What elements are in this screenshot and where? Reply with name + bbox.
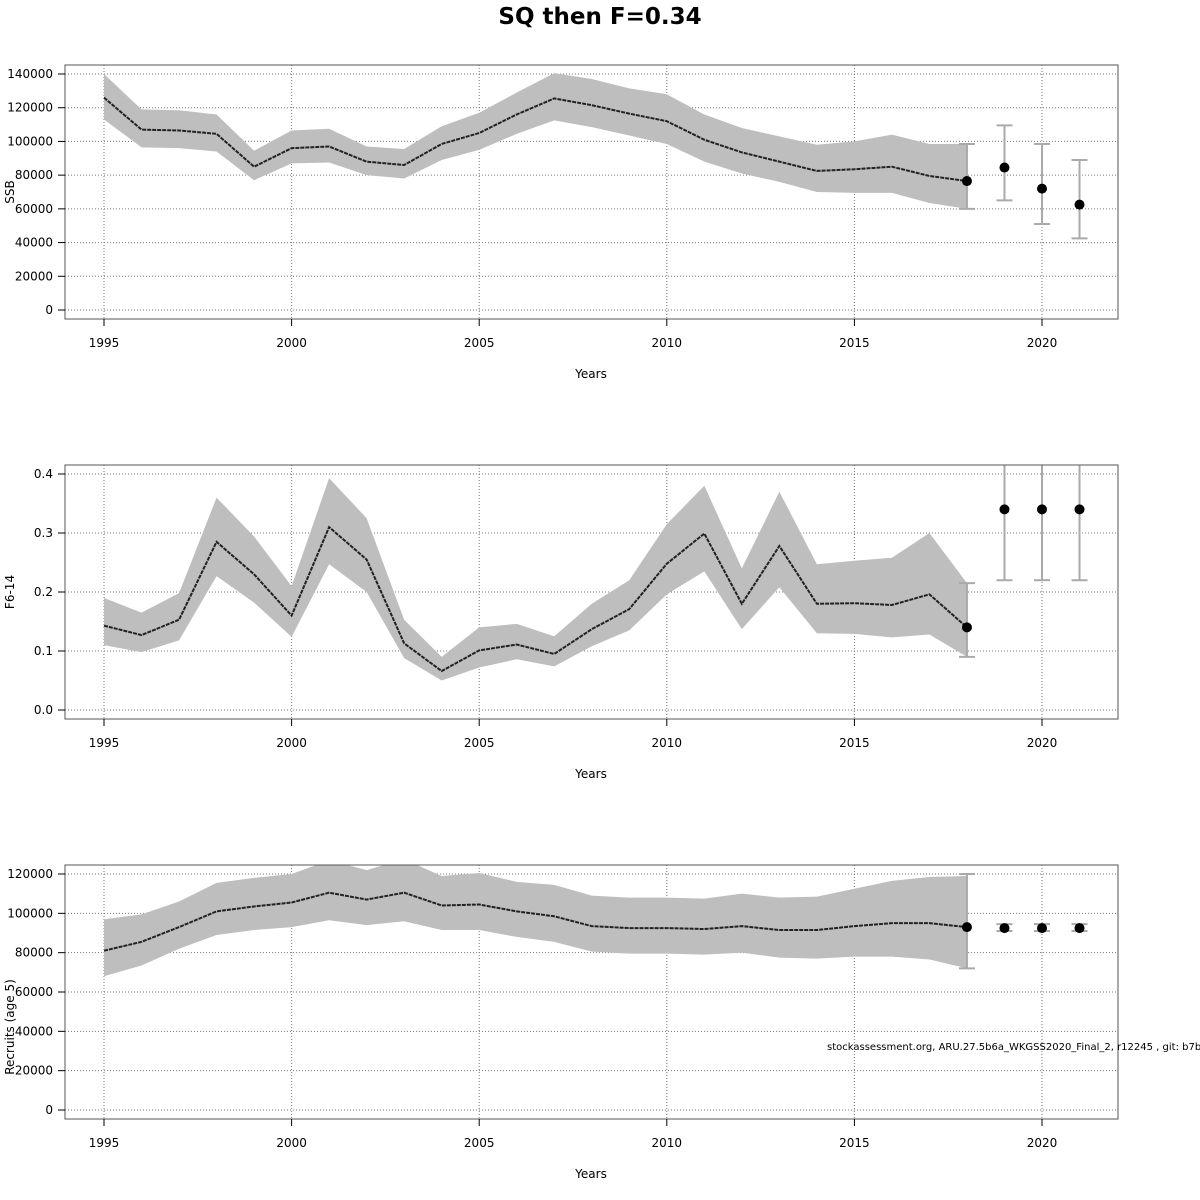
y-tick-label: 20000 <box>15 1064 53 1078</box>
confidence-band <box>104 73 967 209</box>
forecast-point <box>999 923 1010 934</box>
x-tick-label: 2005 <box>464 1136 495 1150</box>
y-tick-label: 100000 <box>7 134 53 148</box>
forecast-point <box>1074 504 1085 515</box>
y-tick-label: 60000 <box>15 985 53 999</box>
y-tick-label: 40000 <box>15 236 53 250</box>
y-tick-label: 40000 <box>15 1024 53 1038</box>
y-tick-label: 80000 <box>15 946 53 960</box>
x-tick-label: 2020 <box>1027 1136 1058 1150</box>
y-tick-label: 0.4 <box>34 467 53 481</box>
x-axis-label: Years <box>574 367 607 381</box>
x-tick-label: 2010 <box>652 336 683 350</box>
y-tick-label: 100000 <box>7 906 53 920</box>
forecast-point <box>999 162 1010 173</box>
y-tick-label: 0 <box>45 1103 53 1117</box>
y-tick-label: 120000 <box>7 867 53 881</box>
forecast-point <box>1074 199 1085 210</box>
y-tick-label: 60000 <box>15 202 53 216</box>
confidence-band <box>104 865 967 977</box>
x-tick-label: 2000 <box>276 336 307 350</box>
x-axis-label: Years <box>574 767 607 781</box>
forecast-point <box>961 922 972 933</box>
x-tick-label: 2015 <box>839 1136 870 1150</box>
x-tick-label: 2010 <box>652 736 683 750</box>
x-tick-label: 2010 <box>652 1136 683 1150</box>
x-tick-label: 2005 <box>464 736 495 750</box>
x-tick-label: 1995 <box>89 336 120 350</box>
y-tick-label: 0.1 <box>34 644 53 658</box>
panel-1: 1995 2000 2005 2010 2015 2020 0 20000 40000 60000… <box>3 64 1119 381</box>
x-tick-label: 2020 <box>1027 336 1058 350</box>
y-axis-label: F6-14 <box>3 575 17 609</box>
estimate-line <box>103 96 968 183</box>
estimate-line <box>103 525 968 673</box>
chart-title: SQ then F=0.34 <box>498 4 701 30</box>
x-tick-label: 1995 <box>89 1136 120 1150</box>
y-tick-label: 0.0 <box>34 703 53 717</box>
forecast-point <box>999 504 1010 515</box>
confidence-band <box>104 478 967 681</box>
x-tick-label: 2015 <box>839 736 870 750</box>
panel-2: 1995 2000 2005 2010 2015 2020 0.0 0.1 0.2 0.3 0.4 Y… <box>3 464 1119 781</box>
x-tick-label: 2005 <box>464 336 495 350</box>
x-tick-label: 1995 <box>89 736 120 750</box>
panel-3: 1995 2000 2005 2010 2015 2020 0 20000 40000 60000… <box>3 864 1119 1181</box>
y-tick-label: 20000 <box>15 269 53 283</box>
x-tick-label: 2015 <box>839 336 870 350</box>
y-tick-label: 0 <box>45 303 53 317</box>
forecast-point <box>961 176 972 187</box>
forecast-point <box>1037 183 1047 194</box>
x-tick-label: 2000 <box>276 1136 307 1150</box>
forecast-point <box>1037 504 1047 515</box>
forecast-point <box>961 622 972 633</box>
x-tick-label: 2020 <box>1027 736 1058 750</box>
forecast-point <box>1037 923 1047 934</box>
forecast-point <box>1074 923 1085 934</box>
y-axis-label: Recruits (age 5) <box>3 979 17 1075</box>
plot-frame <box>64 64 1119 320</box>
y-tick-label: 0.2 <box>34 585 53 599</box>
x-axis-label: Years <box>574 1167 607 1181</box>
footnote: stockassessment.org, ARU.27.5b6a_WKGSS20… <box>827 1042 1200 1053</box>
y-tick-label: 120000 <box>7 101 53 115</box>
y-tick-label: 80000 <box>15 168 53 182</box>
estimate-line <box>103 891 968 952</box>
x-tick-label: 2000 <box>276 736 307 750</box>
y-tick-label: 140000 <box>7 67 53 81</box>
y-tick-label: 0.3 <box>34 526 53 540</box>
y-axis-label: SSB <box>3 180 17 203</box>
